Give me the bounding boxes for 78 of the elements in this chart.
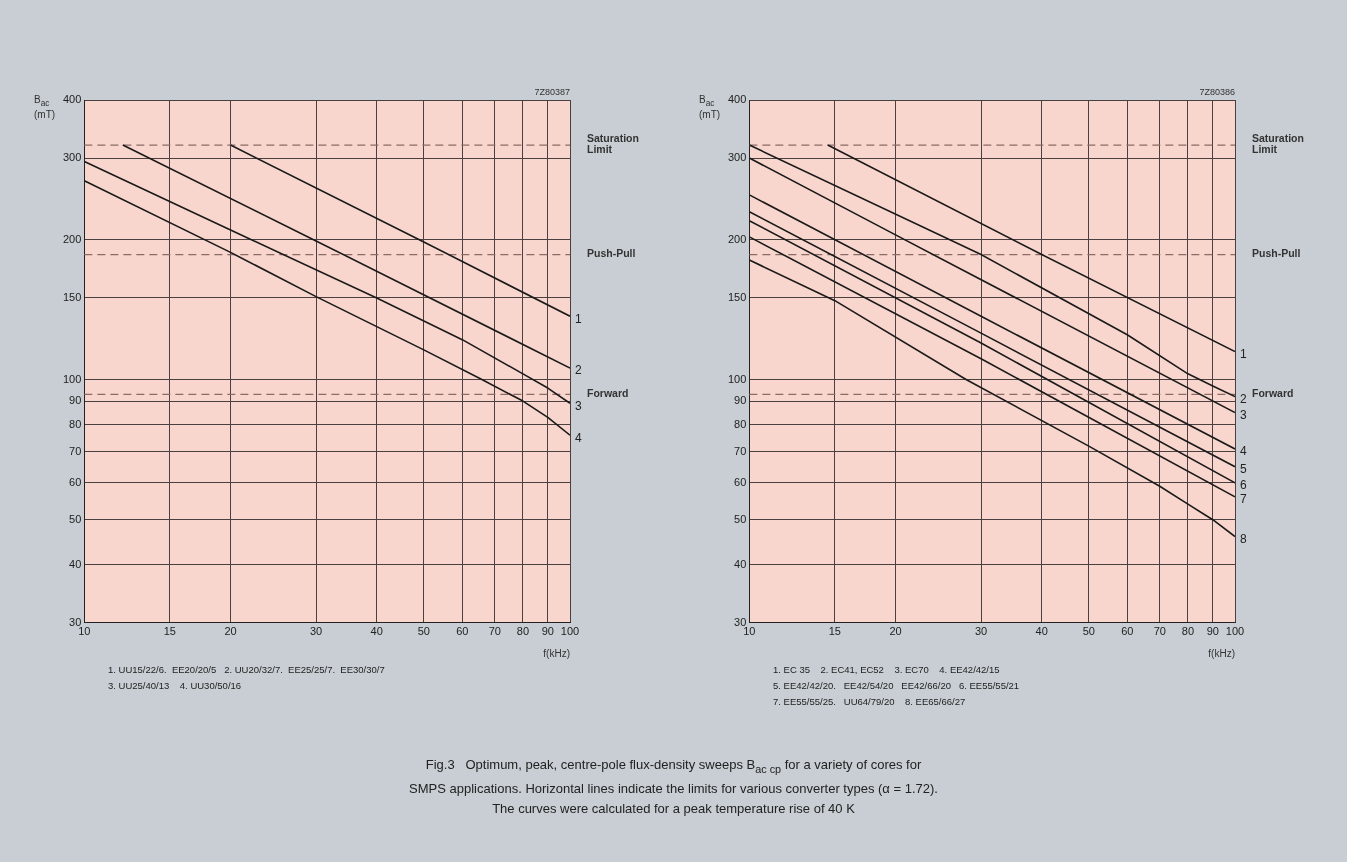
x-tick-label: 50 <box>1082 625 1095 638</box>
series-label: 7 <box>1240 492 1247 507</box>
y-tick-label: 80 <box>69 417 82 430</box>
text: 1. EC 35 2. EC41, EC52 3. EC70 4. EE42/42/15 <box>773 663 1001 677</box>
y-tick-label: 30 <box>69 615 82 628</box>
text: 3. UU25/40/13 4. UU30/50/16 <box>108 679 243 693</box>
y-tick-label: 100 <box>62 372 82 385</box>
x-tick-label: 20 <box>889 625 902 638</box>
ref-line-label: Push-Pull <box>1252 247 1301 260</box>
series-label: 1 <box>575 311 582 326</box>
x-tick-label: 10 <box>743 625 756 638</box>
x-axis-title: f(kHz) <box>1208 647 1235 659</box>
text: SMPS applications. Horizontal lines indicate the limits for various converter types (α = 1.72). <box>408 779 939 798</box>
x-tick-label: 40 <box>1035 625 1048 638</box>
y-tick-label: 150 <box>62 290 82 303</box>
series-label: 6 <box>1240 478 1247 493</box>
y-tick-label: 50 <box>734 512 747 525</box>
ref-line-label: Saturation Limit <box>1252 132 1304 156</box>
x-tick-label: 20 <box>224 625 237 638</box>
y-tick-label: 400 <box>727 93 747 106</box>
y-axis-title: B$_{ac}$ (mT) <box>34 94 56 120</box>
ref-line-label: Push-Pull <box>587 247 636 260</box>
text: 7. EE55/55/25. UU64/79/20 8. EE65/66/27 <box>773 695 967 709</box>
x-axis-title: f(kHz) <box>543 647 570 659</box>
ref-line-label: Forward <box>587 387 629 400</box>
y-axis-title: B$_{ac}$ (mT) <box>699 94 721 120</box>
x-tick-label: 80 <box>516 625 530 638</box>
x-tick-label: 60 <box>456 625 469 638</box>
x-tick-label: 90 <box>541 625 554 638</box>
y-tick-label: 100 <box>727 372 747 385</box>
y-tick-label: 300 <box>727 151 747 164</box>
y-tick-label: 200 <box>62 232 82 245</box>
text: 1. UU15/22/6. EE20/20/5 2. UU20/32/7. EE25/25/7. EE30/30/7 <box>108 663 386 677</box>
x-tick-label: 15 <box>828 625 841 638</box>
series-label: 2 <box>1240 391 1247 406</box>
series-label: 1 <box>1240 346 1247 361</box>
x-tick-label: 100 <box>1225 625 1245 638</box>
y-tick-label: 50 <box>69 512 82 525</box>
ref-line-label: Forward <box>1252 387 1294 400</box>
y-tick-label: 70 <box>734 444 747 457</box>
series-label: 3 <box>575 398 582 413</box>
y-tick-label: 150 <box>727 290 747 303</box>
text: 7Z80386 <box>1199 86 1235 97</box>
text: 5. EE42/42/20. EE42/54/20 EE42/66/20 6. EE55/55/21 <box>773 679 1021 693</box>
ref-line-label: Saturation Limit <box>587 132 639 156</box>
y-tick-label: 80 <box>734 417 747 430</box>
text: 7Z80387 <box>534 86 570 97</box>
x-tick-label: 30 <box>309 625 323 638</box>
y-tick-label: 70 <box>69 444 82 457</box>
caption: Fig.3 Optimum, peak, centre-pole flux-density sweeps B$_{ac cp}$ for a variety of cores for <box>424 756 923 777</box>
series-label: 3 <box>1240 407 1247 422</box>
x-tick-label: 70 <box>1153 625 1166 638</box>
y-tick-label: 60 <box>69 475 82 488</box>
x-tick-label: 40 <box>370 625 383 638</box>
text: The curves were calculated for a peak temperature rise of 40 K <box>491 799 856 818</box>
y-tick-label: 90 <box>734 394 747 407</box>
x-tick-label: 60 <box>1121 625 1134 638</box>
y-tick-label: 200 <box>727 232 747 245</box>
x-tick-label: 70 <box>488 625 501 638</box>
x-tick-label: 30 <box>974 625 988 638</box>
x-tick-label: 10 <box>78 625 91 638</box>
series-label: 4 <box>575 430 582 445</box>
x-tick-label: 15 <box>163 625 176 638</box>
y-tick-label: 60 <box>734 475 747 488</box>
series-label: 5 <box>1240 462 1247 477</box>
y-tick-label: 300 <box>62 151 82 164</box>
series-label: 2 <box>575 363 582 378</box>
x-tick-label: 100 <box>560 625 580 638</box>
y-tick-label: 40 <box>734 557 747 570</box>
y-tick-label: 40 <box>69 557 82 570</box>
y-tick-label: 30 <box>734 615 747 628</box>
y-tick-label: 400 <box>62 93 82 106</box>
x-tick-label: 50 <box>417 625 430 638</box>
series-label: 8 <box>1240 531 1247 546</box>
series-label: 4 <box>1240 444 1247 459</box>
x-tick-label: 90 <box>1206 625 1219 638</box>
x-tick-label: 80 <box>1181 625 1195 638</box>
y-tick-label: 90 <box>69 394 82 407</box>
